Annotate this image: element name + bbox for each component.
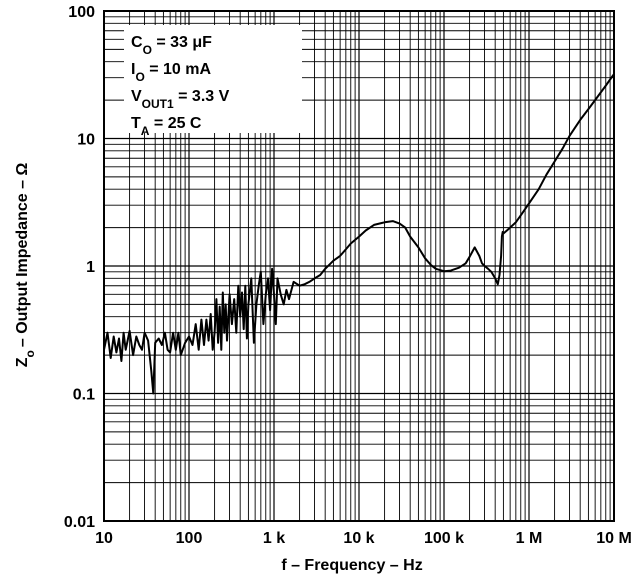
y-tick-label: 100: [68, 4, 95, 21]
conditions-box-background: [124, 25, 302, 133]
impedance-curve: [103, 73, 615, 395]
condition-line: CO = 33 μF: [131, 34, 212, 57]
condition-line: VOUT1 = 3.3 V: [131, 88, 230, 111]
conditions-box: CO = 33 μF IO = 10 mA VOUT1 = 3.3 V TA = 25…: [124, 25, 302, 138]
y-tick-label: 1: [86, 259, 95, 276]
y-tick-labels: 0.01 0.1 1 10 100: [64, 4, 95, 531]
x-tick-label: 10: [95, 530, 113, 547]
y-tick-label: 0.01: [64, 514, 95, 531]
x-tick-label: 10 M: [596, 530, 632, 547]
y-tick-label: 0.1: [73, 387, 95, 404]
x-tick-label: 100 k: [424, 530, 464, 547]
x-tick-label: 100: [176, 530, 203, 547]
x-tick-label: 1 k: [263, 530, 285, 547]
x-tick-labels: 10 100 1 k 10 k 100 k 1 M 10 M: [95, 530, 632, 547]
x-tick-label: 10 k: [343, 530, 374, 547]
condition-line: IO = 10 mA: [131, 61, 212, 84]
plot-frame: [103, 10, 615, 522]
x-axis-title: f – Frequency – Hz: [281, 557, 422, 574]
y-axis-title: Zo– Output Impedance – Ω: [14, 163, 37, 368]
condition-line: TA = 25 C: [131, 115, 202, 138]
y-tick-label: 10: [77, 132, 95, 149]
x-tick-label: 1 M: [516, 530, 543, 547]
